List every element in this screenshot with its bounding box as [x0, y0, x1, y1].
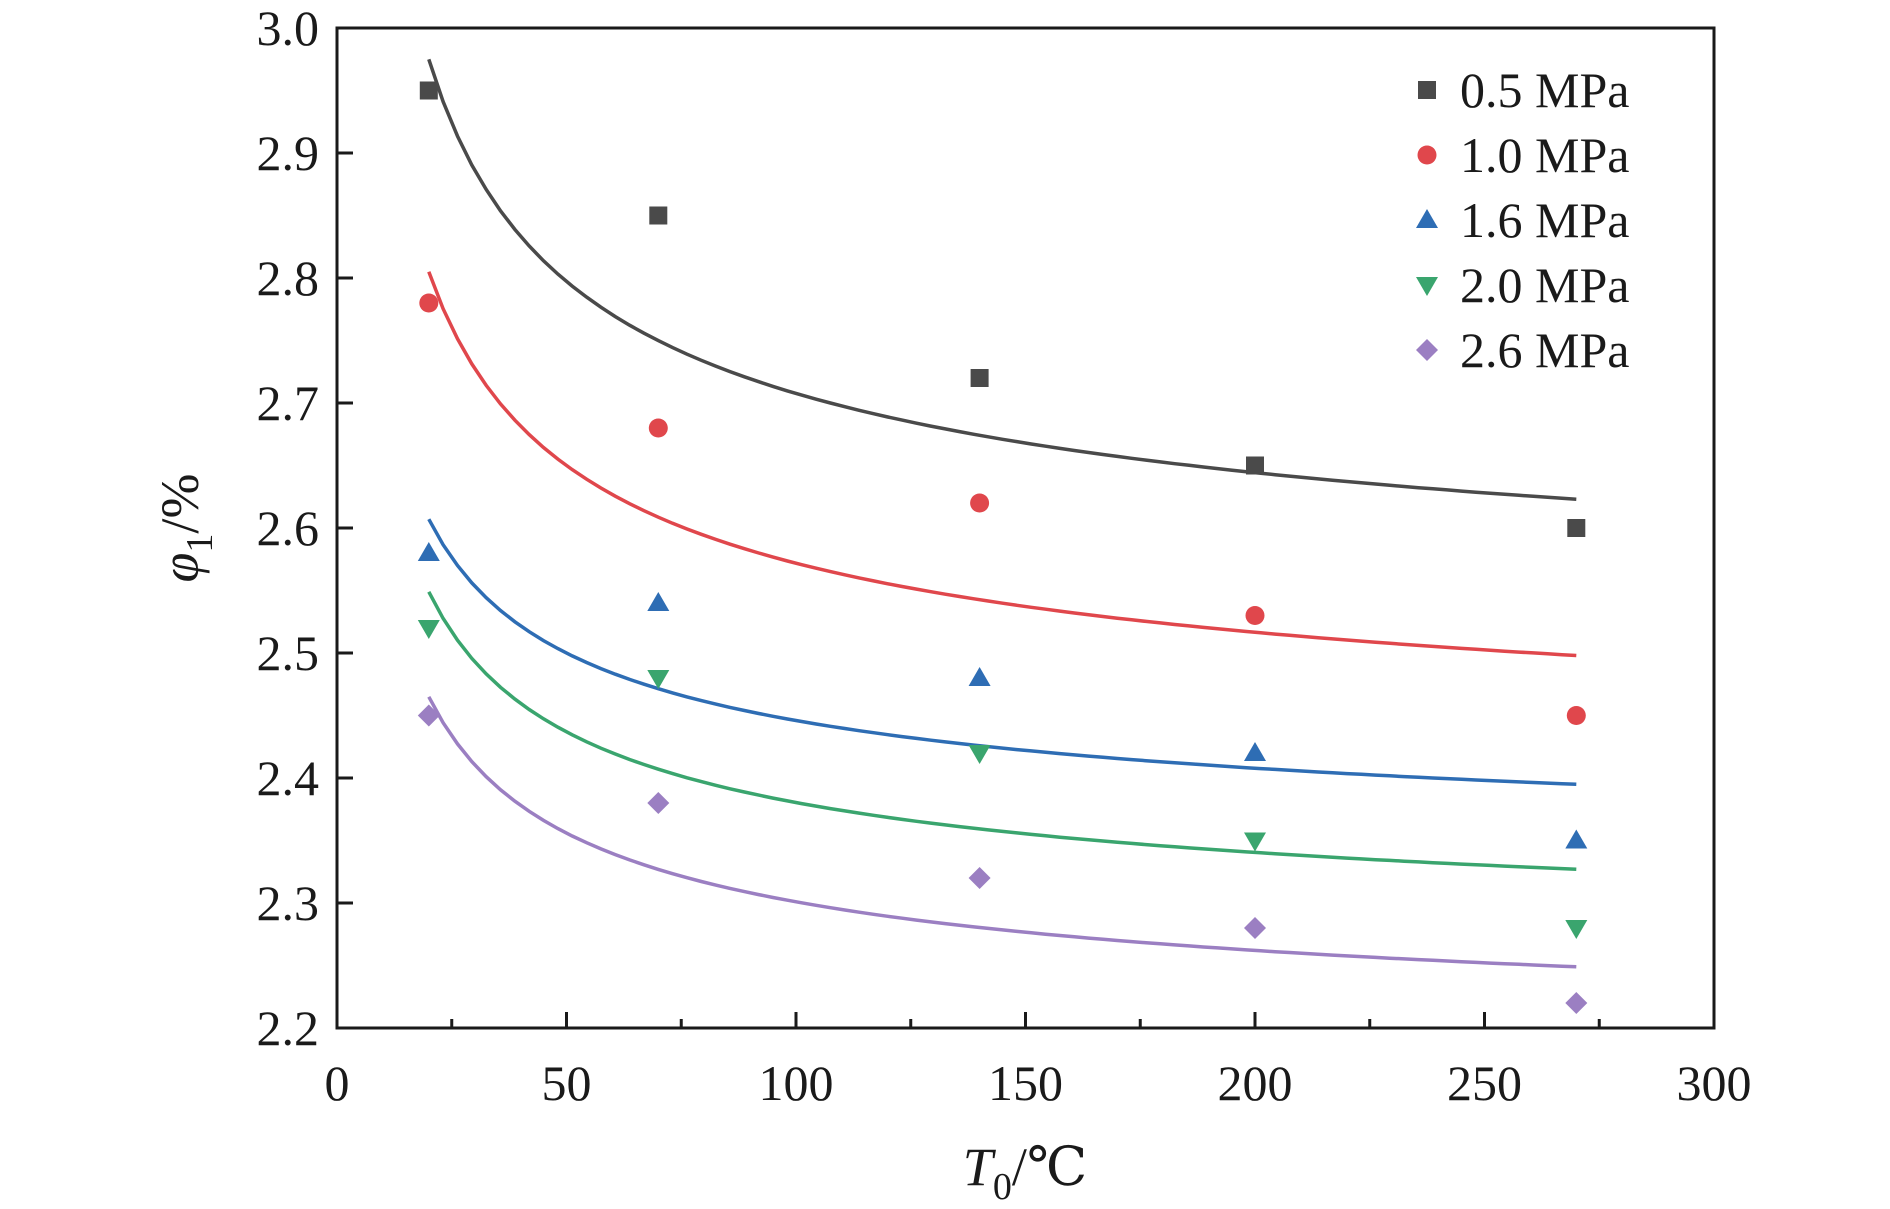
legend-marker	[1417, 145, 1437, 165]
x-tick-label: 150	[988, 1055, 1063, 1111]
data-point	[1244, 917, 1266, 939]
data-point	[649, 206, 668, 225]
data-point	[417, 620, 440, 639]
data-point	[419, 81, 438, 100]
data-point	[1565, 829, 1588, 849]
data-point	[1565, 920, 1588, 939]
y-tick-label: 2.4	[257, 750, 320, 806]
data-point	[1244, 832, 1266, 852]
data-point	[970, 493, 990, 513]
fit-curve	[427, 271, 1577, 658]
legend: 0.5 MPa 1.0 MPa 1.6 MPa 2.0 MPa 2.6 MPa	[1416, 62, 1629, 378]
fit-curve	[427, 590, 1577, 872]
data-point	[417, 542, 440, 561]
x-tick-label: 50	[542, 1055, 592, 1111]
data-point	[968, 867, 991, 889]
data-point	[417, 704, 440, 727]
data-point	[1245, 606, 1265, 625]
x-tick-label: 200	[1218, 1055, 1293, 1111]
legend-label: 2.6 MPa	[1460, 322, 1629, 378]
legend-label: 1.6 MPa	[1460, 192, 1629, 248]
fit-curve	[427, 58, 1577, 501]
fit-curve	[427, 695, 1577, 969]
fit-curves	[427, 58, 1577, 969]
legend-label: 1.0 MPa	[1460, 127, 1629, 183]
legend-marker	[1416, 339, 1438, 361]
data-point	[1565, 992, 1588, 1014]
x-axis-title: T0/℃	[963, 1137, 1087, 1208]
y-tick-label: 3.0	[257, 0, 320, 56]
data-points	[417, 81, 1588, 1014]
data-point	[968, 745, 991, 764]
data-point	[647, 670, 670, 689]
y-tick-label: 2.6	[257, 500, 320, 556]
data-point	[419, 293, 439, 313]
data-point	[968, 667, 991, 686]
x-tick-label: 300	[1677, 1055, 1752, 1111]
y-tick-label: 2.7	[257, 375, 320, 431]
data-point	[1566, 706, 1586, 725]
fit-curve	[427, 518, 1577, 787]
data-point	[648, 418, 668, 438]
data-point	[647, 592, 670, 611]
y-tick-label: 2.3	[257, 875, 320, 931]
data-point	[1244, 742, 1266, 761]
axis-ticks: 0 50 100 150 200 250 300 2.2 2.3 2.4 2.5 2.6 2.7 2.8 2…	[257, 0, 1752, 1111]
y-tick-label: 2.5	[257, 625, 320, 681]
data-point	[1246, 456, 1264, 475]
y-axis-title: φ1/%	[150, 474, 221, 583]
data-point	[1567, 519, 1586, 537]
legend-label: 0.5 MPa	[1460, 62, 1629, 118]
y-tick-label: 2.8	[257, 250, 320, 306]
x-tick-label: 100	[759, 1055, 834, 1111]
y-tick-label: 2.2	[257, 1000, 320, 1056]
legend-label: 2.0 MPa	[1460, 257, 1629, 313]
data-point	[970, 369, 989, 387]
x-tick-label: 250	[1447, 1055, 1522, 1111]
data-point	[647, 792, 670, 814]
x-tick-label: 0	[325, 1055, 350, 1111]
legend-marker	[1416, 277, 1438, 296]
legend-marker	[1416, 209, 1438, 228]
legend-marker	[1418, 81, 1436, 99]
y-tick-label: 2.9	[257, 125, 320, 181]
